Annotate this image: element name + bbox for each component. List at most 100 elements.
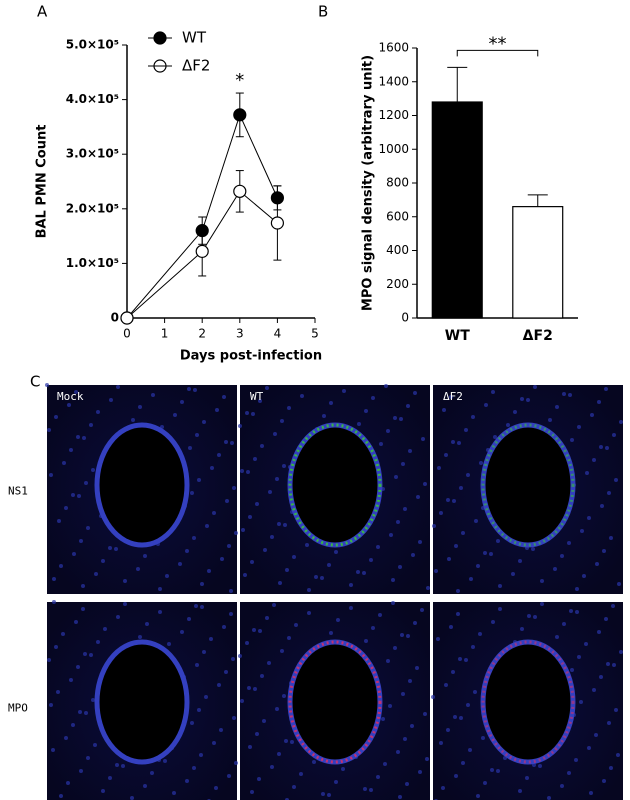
x-tick-label: 4 (274, 327, 282, 341)
cell (538, 764, 542, 768)
cell (511, 572, 515, 576)
cell (248, 515, 252, 519)
cell (151, 393, 155, 397)
cell (284, 739, 288, 743)
cell (248, 745, 252, 749)
cell (418, 540, 422, 544)
cell (614, 708, 618, 712)
cell (212, 511, 216, 515)
cell (491, 390, 495, 394)
staining (288, 640, 382, 764)
cell (260, 444, 264, 448)
cell (252, 628, 256, 632)
column-label: Mock (57, 390, 84, 403)
staining (481, 640, 575, 764)
cell (518, 789, 522, 793)
cell (442, 408, 446, 412)
cell (376, 545, 380, 549)
cell (426, 586, 430, 590)
cell (59, 794, 63, 798)
cell (167, 642, 171, 646)
cell (386, 429, 390, 433)
cell (364, 409, 368, 413)
legend-label: ΔF2 (182, 57, 210, 75)
cell (378, 613, 382, 617)
cell (416, 495, 420, 499)
significance-bracket (456, 49, 539, 57)
cell (599, 445, 603, 449)
y-axis-label: BAL PMN Count (35, 125, 50, 239)
cell (496, 539, 500, 543)
cell (79, 539, 83, 543)
cell (597, 400, 601, 404)
cell (209, 637, 213, 641)
cell (172, 791, 176, 795)
cell (506, 423, 510, 427)
panel-label: B (318, 3, 328, 21)
annotation: ** (489, 33, 507, 54)
cell (158, 610, 162, 614)
cell (273, 432, 277, 436)
cell (225, 499, 229, 503)
cell (143, 784, 147, 788)
cell (238, 424, 242, 428)
cell (560, 554, 564, 558)
cell (49, 473, 53, 477)
cell (493, 435, 497, 439)
cell (253, 457, 257, 461)
cell (214, 786, 218, 790)
cell (253, 687, 257, 691)
cell (232, 486, 236, 490)
cell (121, 764, 125, 768)
cell (93, 743, 97, 747)
cell (96, 410, 100, 414)
cell (260, 674, 264, 678)
cell (329, 401, 333, 405)
cell (195, 663, 199, 667)
y-tick-label: 0 (111, 311, 119, 325)
cell (384, 384, 388, 388)
cell (199, 753, 203, 757)
cell (258, 399, 262, 403)
cell (468, 748, 472, 752)
cell (312, 760, 316, 764)
cell (185, 779, 189, 783)
cell (616, 753, 620, 757)
cell (116, 385, 120, 389)
cell (173, 413, 177, 417)
cell (56, 690, 60, 694)
cell (342, 389, 346, 393)
cell (282, 694, 286, 698)
cell (321, 792, 325, 796)
cell (473, 690, 477, 694)
marker (270, 216, 284, 230)
cell (406, 634, 410, 638)
row-label: MPO (8, 702, 28, 715)
cell (66, 781, 70, 785)
cell (84, 481, 88, 485)
cell (49, 703, 53, 707)
cell (265, 616, 269, 620)
cell (399, 417, 403, 421)
cell (394, 475, 398, 479)
cell (547, 796, 551, 800)
cell (611, 604, 615, 608)
cell (224, 670, 228, 674)
cell (341, 767, 345, 771)
cell (145, 622, 149, 626)
cell (405, 782, 409, 786)
cell (449, 625, 453, 629)
cell (483, 551, 487, 555)
cell (185, 549, 189, 553)
cell (202, 420, 206, 424)
x-tick-label: ΔF2 (523, 328, 553, 344)
cell (307, 611, 311, 615)
column-label: WT (250, 390, 264, 403)
cell (267, 661, 271, 665)
cell (327, 563, 331, 567)
cell (454, 544, 458, 548)
cell (287, 406, 291, 410)
cell (349, 606, 353, 610)
cell (200, 605, 204, 609)
airway (94, 422, 190, 548)
